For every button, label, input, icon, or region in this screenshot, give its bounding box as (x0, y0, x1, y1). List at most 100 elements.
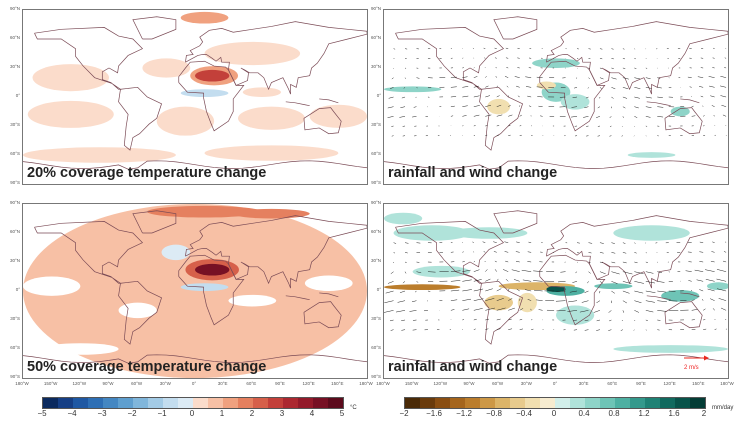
colorbar-swatch (615, 398, 630, 408)
shaded-region (238, 106, 305, 130)
colorbar-tick-label: −0.4 (516, 409, 532, 418)
wind-vector (645, 290, 656, 293)
colorbar-swatch (450, 398, 465, 408)
wind-vector (720, 75, 727, 78)
wind-vector (711, 251, 715, 253)
shaded-region (180, 11, 229, 24)
shaded-region (142, 58, 191, 78)
wind-vector (725, 47, 727, 49)
wind-vector (393, 58, 395, 60)
colorbar-swatch (58, 398, 73, 408)
wind-vector (621, 135, 623, 137)
wind-vector (494, 269, 497, 272)
longitude-tick-label: 120°E (663, 381, 676, 386)
wind-vector (493, 241, 497, 243)
latitude-tick-label: 60°N (370, 229, 381, 234)
wind-vector (573, 319, 578, 321)
wind-vector (588, 261, 591, 263)
shaded-region (242, 87, 281, 97)
wind-vector (519, 328, 524, 330)
wind-vector (576, 261, 578, 263)
panel-title: 20% coverage temperature change (27, 165, 267, 181)
wind-vector (462, 319, 465, 321)
coastline (664, 107, 703, 135)
shaded-region (195, 263, 230, 276)
wind-vector (599, 281, 603, 284)
colorbar-tick-label: −2 (399, 409, 409, 418)
wind-vector (495, 76, 497, 78)
latitude-tick-label: 60°N (9, 35, 20, 40)
wind-vector (533, 280, 543, 282)
wind-vector (494, 47, 497, 49)
colorbar-swatch (435, 398, 450, 408)
wind-vector (507, 95, 510, 98)
longitude-tick-label: 150°W (404, 381, 419, 386)
coastline (118, 86, 162, 151)
wind-vector (634, 252, 637, 254)
wind-vector (462, 76, 468, 78)
wind-vector (485, 278, 491, 282)
coastline (395, 221, 505, 284)
wind-vector (691, 105, 694, 107)
wind-vector (609, 116, 612, 119)
wind-vector (537, 96, 543, 98)
latitude-tick-label: 30°N (9, 64, 20, 69)
wind-vector (507, 288, 510, 292)
wind-vector (522, 279, 532, 282)
wind-vector (399, 116, 406, 118)
colorbar-swatch (660, 398, 675, 408)
wind-vector (390, 329, 394, 331)
wind-vector (473, 105, 480, 107)
wind-vector (599, 242, 604, 244)
wind-vector (705, 269, 715, 272)
wind-vector (450, 115, 454, 117)
colorbar-swatch (118, 398, 133, 408)
shaded-region (706, 282, 728, 291)
wind-vector (634, 300, 642, 304)
wind-vector (508, 105, 511, 107)
wind-vector (657, 87, 662, 89)
wind-vector (462, 261, 465, 263)
wind-vector (567, 310, 578, 312)
wind-vector (483, 47, 486, 49)
wind-vector (411, 300, 417, 303)
wind-vector (462, 308, 470, 311)
wind-vector (611, 67, 614, 69)
latitude-tick-label: 60°S (10, 345, 20, 350)
wind-vector (485, 95, 491, 98)
wind-vector (534, 289, 543, 292)
wind-vector (485, 125, 488, 127)
wind-vector (599, 261, 604, 264)
wind-vector (556, 310, 566, 312)
wind-vector (596, 329, 601, 331)
wind-vector (634, 106, 639, 109)
wind-vector (622, 281, 632, 284)
wind-vector (595, 116, 601, 118)
shaded-region (613, 225, 690, 241)
wind-vector (524, 289, 532, 292)
wind-vector (688, 280, 692, 282)
shaded-region (556, 305, 595, 325)
wind-vector (699, 241, 704, 243)
wind-vector (694, 269, 704, 272)
shaded-region (23, 276, 81, 296)
wind-vector (710, 260, 715, 263)
latitude-tick-label: 60°N (370, 35, 381, 40)
wind-vector (462, 269, 471, 272)
wind-vector (508, 298, 513, 301)
wind-vector (622, 77, 629, 80)
wind-vector (508, 114, 513, 117)
longitude-tick-label: 180°W (359, 381, 373, 386)
wind-vector (485, 85, 489, 88)
wind-vector (711, 105, 715, 107)
longitude-tick-label: 0° (552, 381, 558, 386)
latitude-tick-label: 30°S (10, 316, 20, 321)
wind-vector (527, 298, 532, 301)
latitude-tick-label: 90°N (9, 6, 20, 11)
shaded-region (27, 100, 114, 128)
colorbar-tick-label: 3 (279, 409, 285, 418)
coastline (34, 221, 144, 284)
wind-vector (536, 86, 543, 88)
wind-vector (702, 105, 704, 107)
wind-vector (485, 328, 489, 330)
